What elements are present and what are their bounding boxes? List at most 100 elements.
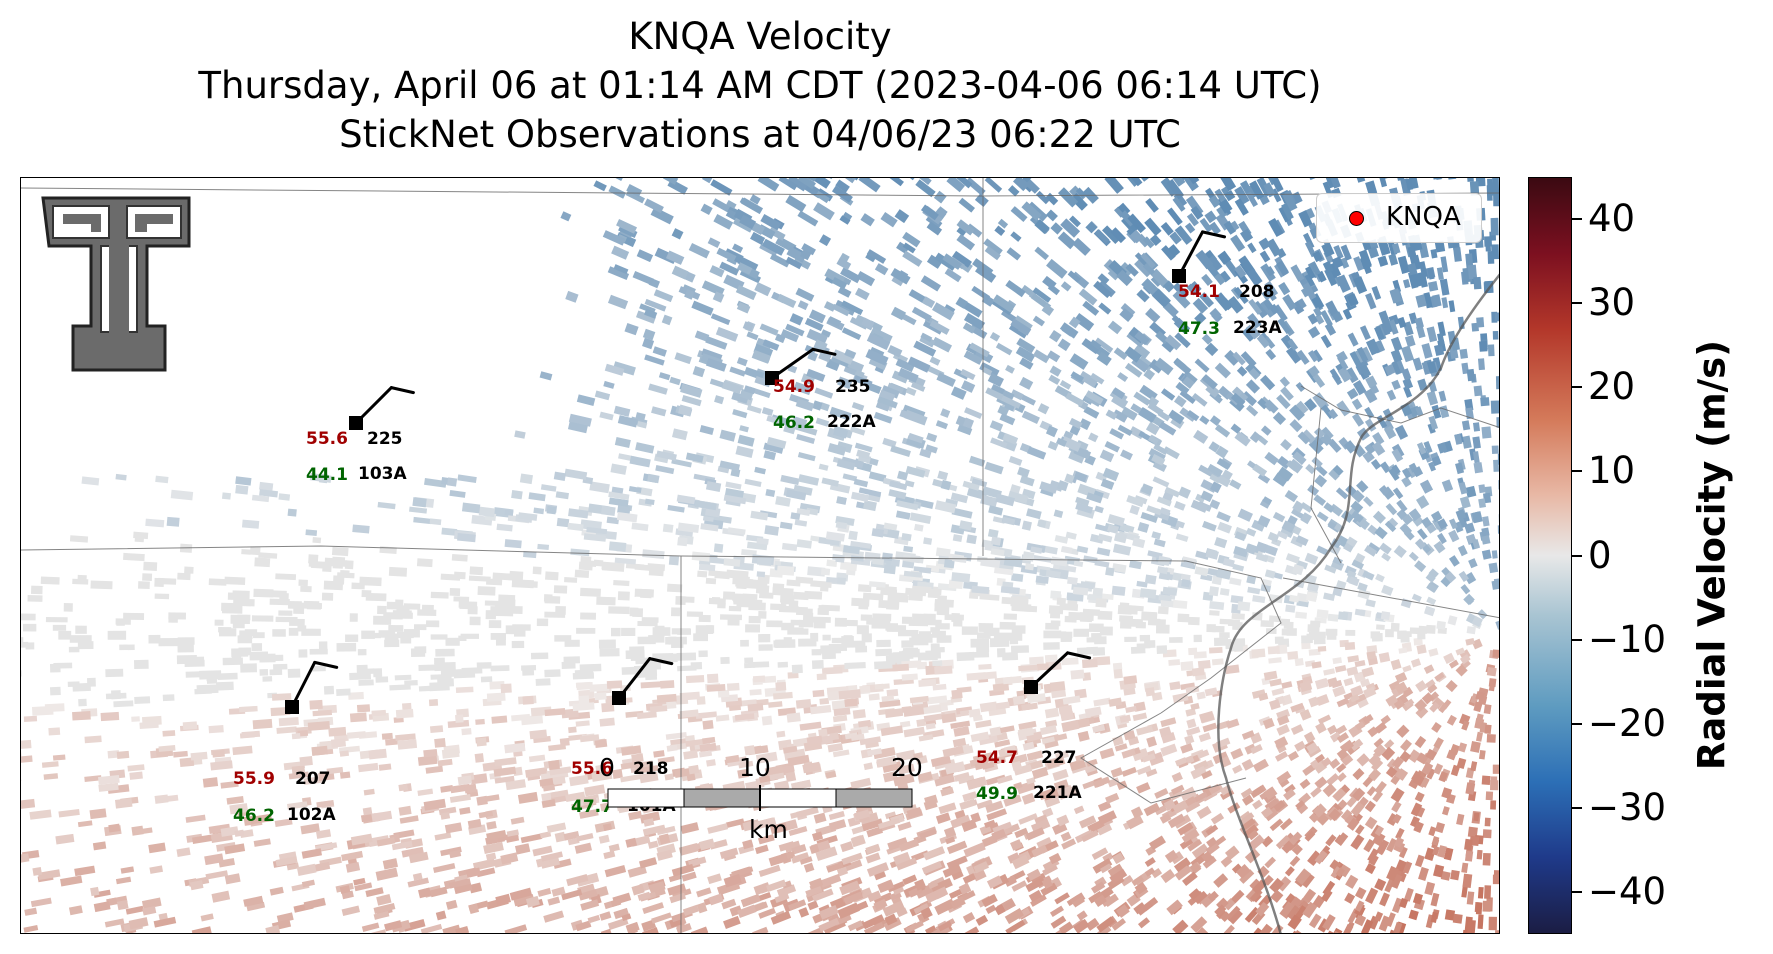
velocity-gate (1431, 836, 1440, 846)
velocity-gate (985, 904, 997, 915)
velocity-gate (1154, 788, 1169, 799)
velocity-gate (1202, 722, 1218, 733)
velocity-gate (600, 928, 612, 933)
velocity-gate (1372, 831, 1386, 847)
velocity-gate (902, 647, 919, 657)
velocity-gate (589, 683, 610, 692)
velocity-gate (115, 473, 127, 481)
velocity-gate (1291, 300, 1305, 315)
velocity-gate (1467, 264, 1478, 280)
velocity-gate (1094, 505, 1104, 514)
velocity-gate (858, 719, 872, 729)
velocity-gate (458, 601, 478, 609)
velocity-gate (735, 285, 757, 301)
velocity-gate (835, 521, 848, 530)
velocity-gate (915, 179, 936, 198)
velocity-gate (865, 253, 876, 263)
velocity-gate (1167, 409, 1185, 425)
velocity-gate (1269, 678, 1282, 687)
velocity-gate (336, 642, 357, 652)
velocity-gate (629, 607, 639, 617)
velocity-gate (653, 289, 674, 303)
velocity-gate (983, 819, 996, 829)
velocity-gate (951, 250, 973, 268)
velocity-gate (1483, 704, 1492, 715)
velocity-gate (873, 870, 887, 881)
velocity-gate (148, 842, 166, 854)
velocity-gate (1211, 658, 1224, 666)
velocity-gate (1359, 325, 1371, 341)
velocity-gate (435, 648, 455, 657)
velocity-gate (660, 680, 675, 689)
velocity-gate (30, 897, 52, 908)
velocity-gate (1421, 762, 1434, 776)
velocity-gate (671, 228, 684, 240)
velocity-gate (1117, 372, 1129, 382)
velocity-gate (1169, 637, 1183, 643)
velocity-gate (1241, 794, 1254, 806)
velocity-gate (269, 669, 283, 676)
velocity-gate (1050, 611, 1061, 619)
velocity-gate (966, 534, 977, 545)
velocity-gate (1362, 450, 1375, 463)
station-103a-dir: 225 (367, 429, 403, 449)
velocity-gate (1092, 858, 1113, 874)
velocity-gate (1450, 764, 1461, 777)
velocity-gate (837, 286, 852, 298)
velocity-gate (1252, 595, 1266, 604)
velocity-gate (1465, 637, 1475, 646)
velocity-gate (1189, 862, 1202, 874)
velocity-gate (1417, 630, 1426, 640)
velocity-gate (1167, 813, 1186, 829)
velocity-gate (1320, 310, 1333, 327)
velocity-gate (1263, 670, 1278, 681)
velocity-gate (536, 618, 549, 627)
colorbar-tick-mark (1572, 554, 1582, 557)
velocity-gate (938, 802, 957, 815)
velocity-gate (1483, 492, 1492, 504)
velocity-gate (701, 280, 725, 297)
velocity-gate (884, 708, 904, 719)
velocity-gate (940, 408, 951, 418)
velocity-gate (1072, 586, 1089, 596)
velocity-gate (780, 596, 795, 605)
velocity-gate (1397, 316, 1407, 329)
velocity-gate (1314, 433, 1327, 446)
velocity-gate (1476, 317, 1485, 328)
velocity-gate (946, 855, 968, 869)
velocity-gate (1307, 850, 1322, 867)
velocity-gate (1350, 500, 1364, 514)
velocity-gate (1403, 385, 1413, 398)
velocity-gate (627, 865, 647, 878)
velocity-gate (528, 754, 546, 763)
velocity-gate (339, 771, 351, 779)
velocity-gate (1365, 292, 1377, 310)
velocity-gate (1491, 445, 1499, 455)
velocity-gate (1117, 604, 1132, 615)
velocity-gate (685, 675, 705, 684)
velocity-gate (798, 474, 820, 486)
velocity-gate (698, 750, 713, 758)
radar-map[interactable]: KNQA 55.6 225 44.1 103A 54.9 235 46.2 22… (20, 177, 1500, 934)
velocity-gate (443, 669, 462, 678)
velocity-gate (1437, 321, 1446, 337)
station-103a-id: 103A (358, 464, 407, 484)
velocity-gate (674, 352, 692, 365)
velocity-gate (1021, 410, 1040, 424)
velocity-gate (1093, 697, 1111, 707)
velocity-gate (783, 423, 796, 435)
velocity-gate (762, 339, 780, 351)
velocity-gate (671, 607, 681, 617)
velocity-gate (371, 810, 393, 822)
velocity-gate (1430, 510, 1443, 523)
velocity-gate (469, 882, 483, 894)
velocity-gate (1100, 863, 1112, 874)
velocity-gate (31, 585, 43, 595)
velocity-gate (1247, 586, 1261, 595)
velocity-gate (563, 656, 580, 664)
velocity-gate (677, 537, 688, 547)
velocity-gate (695, 625, 714, 635)
velocity-gate (546, 505, 557, 515)
velocity-gate (1184, 734, 1195, 745)
velocity-gate (691, 300, 714, 316)
